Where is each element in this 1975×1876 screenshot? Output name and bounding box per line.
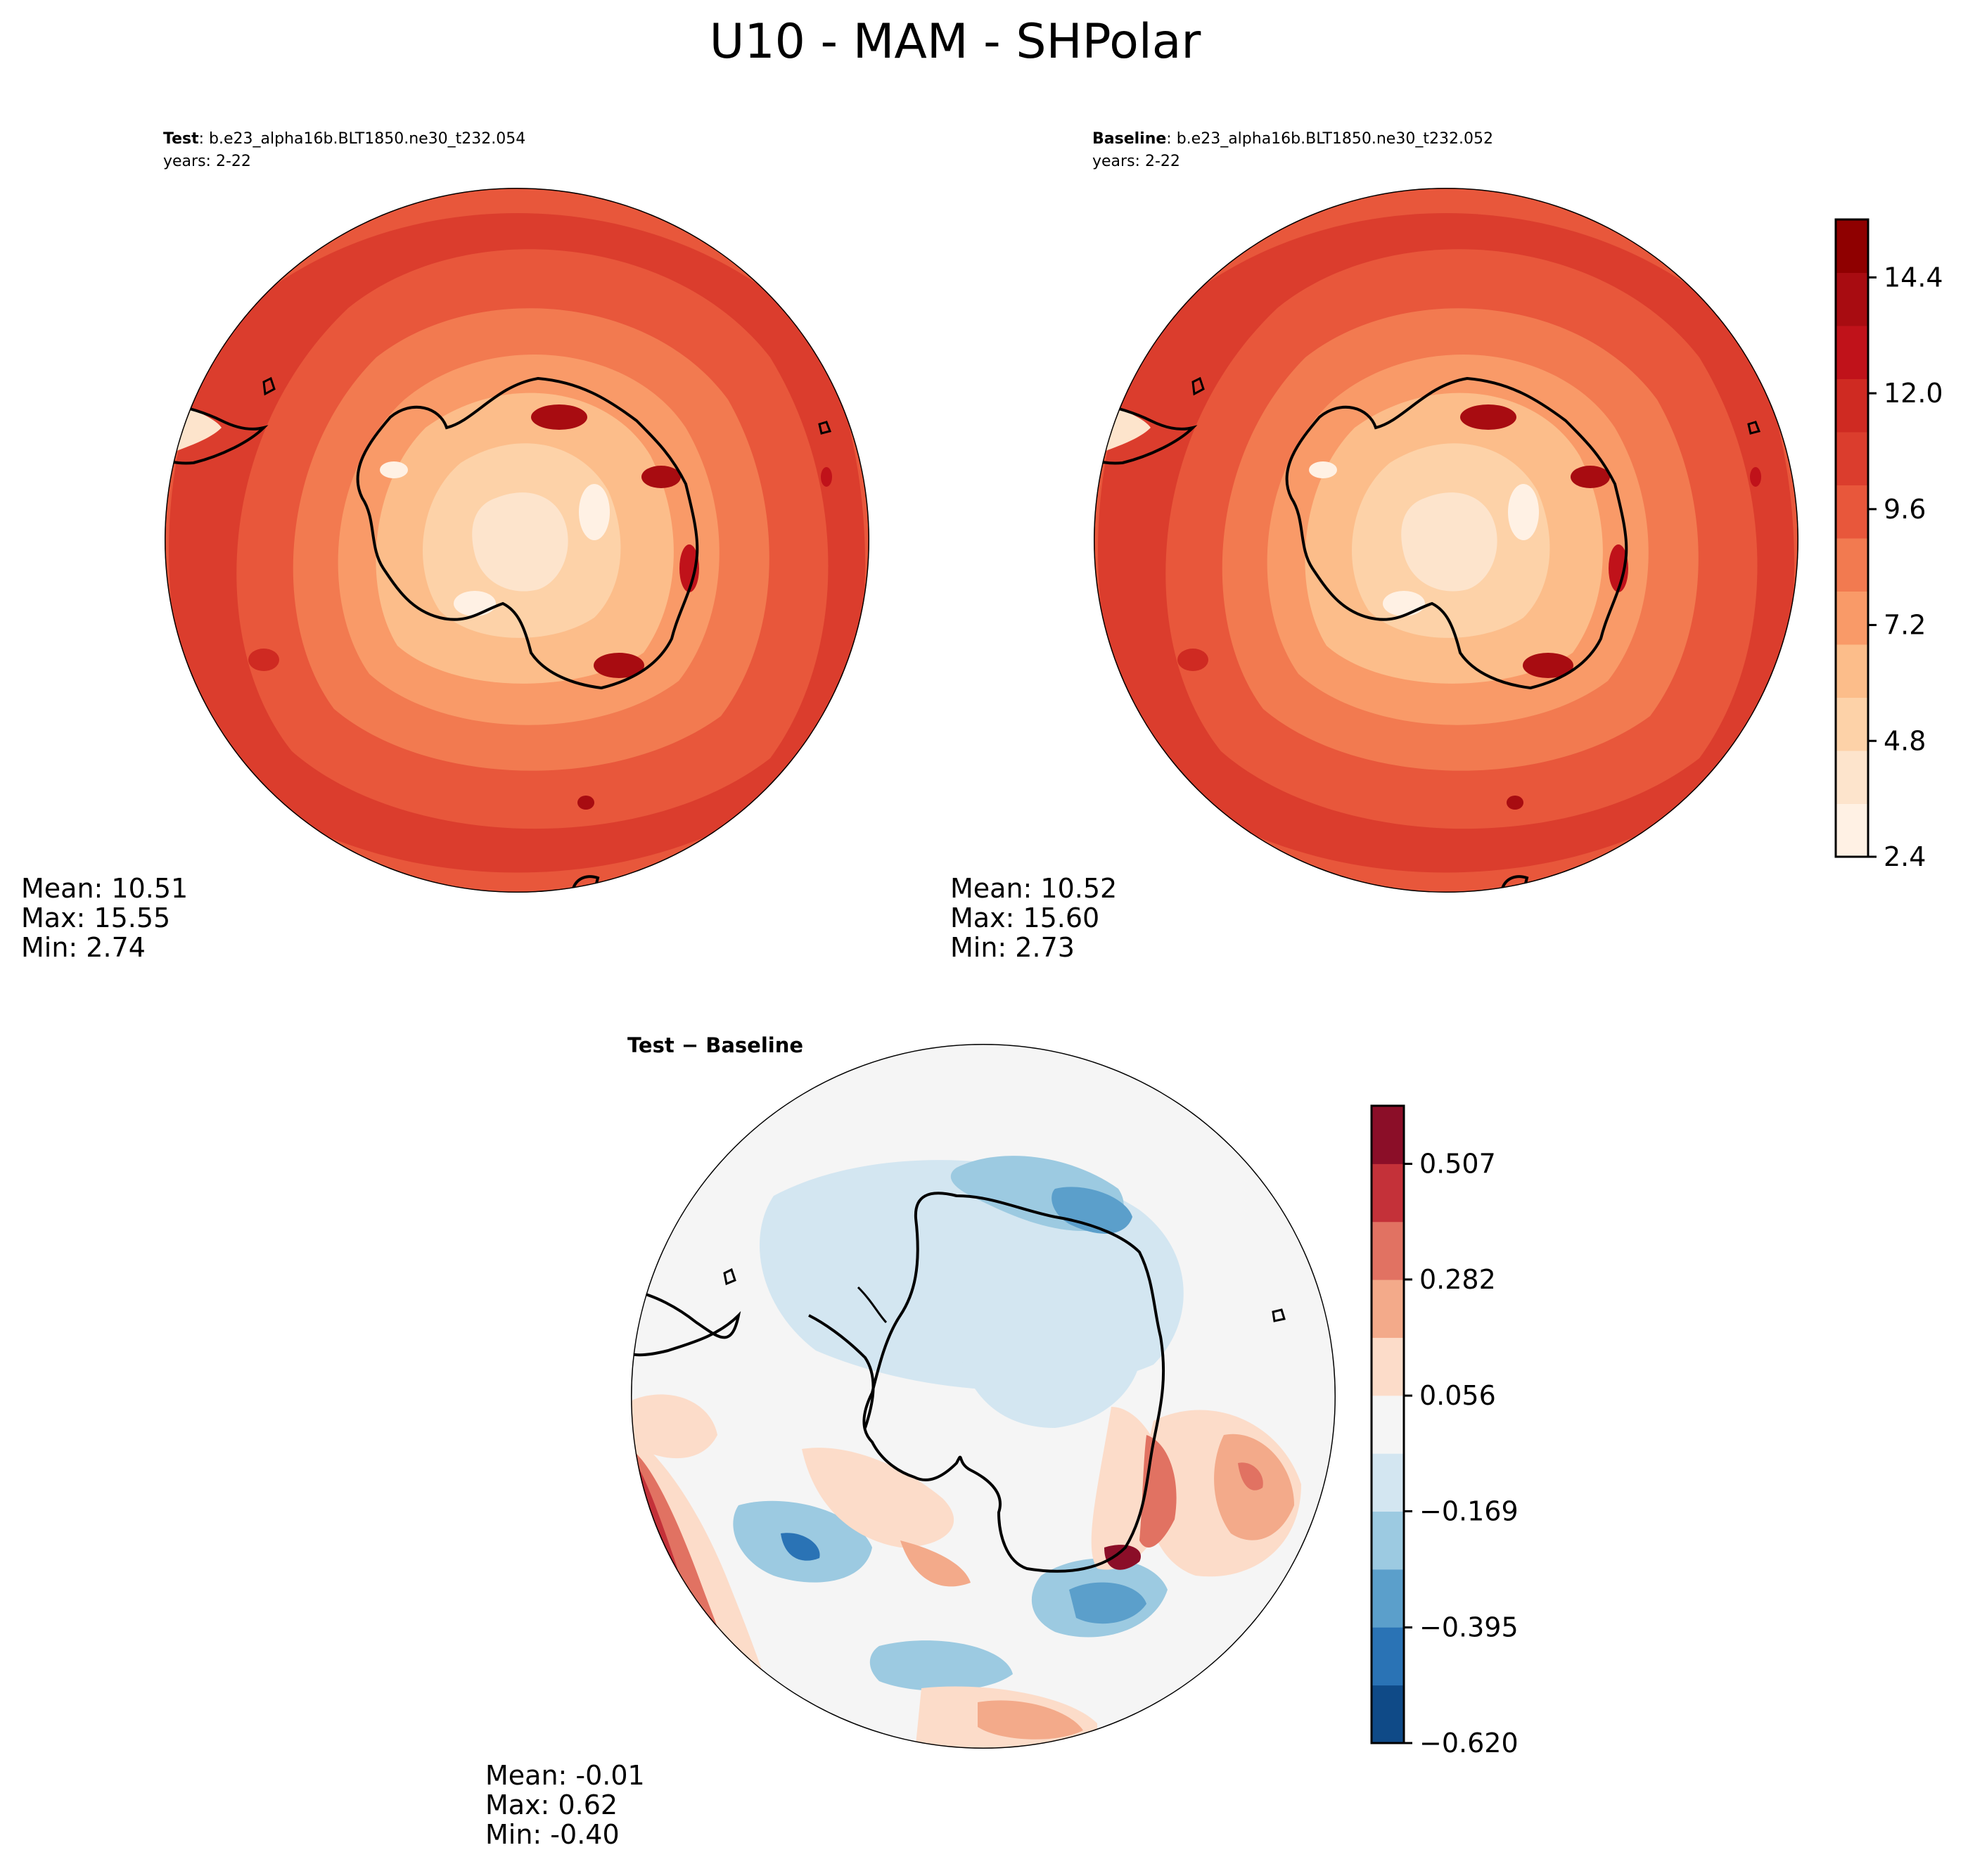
baseline-mean: Mean: 10.52 <box>950 873 1117 904</box>
main-colorbar-band <box>1836 697 1868 751</box>
main-colorbar-band <box>1836 644 1868 698</box>
baseline-label-rest: : b.e23_alpha16b.BLT1850.ne30_t232.052 <box>1166 130 1493 148</box>
main-colorbar-tick-label: 9.6 <box>1884 494 1926 525</box>
baseline-min: Min: 2.73 <box>950 932 1075 963</box>
baseline-map <box>1094 188 1798 893</box>
main-colorbar-band <box>1836 219 1868 273</box>
diff-colorbar-frame <box>1370 1104 1405 1744</box>
diff-colorbar-tick-label: 0.507 <box>1419 1149 1496 1180</box>
test-label-bold: Test <box>163 130 199 148</box>
main-colorbar-band <box>1836 485 1868 539</box>
diff-colorbar-tick-label: 0.056 <box>1419 1380 1496 1411</box>
diff-panel: Test − Baseline <box>485 1033 1336 1850</box>
diff-colorbar-band <box>1372 1337 1404 1396</box>
test-panel: Test: b.e23_alpha16b.BLT1850.ne30_t232.0… <box>21 130 869 963</box>
main-colorbar-frame <box>1834 218 1869 858</box>
diff-colorbar: −0.620 −0.395 −0.169 0.056 0.282 0.507 <box>1370 1104 1519 1759</box>
figure-title: U10 - MAM - SHPolar <box>710 14 1201 70</box>
main-colorbar-tick-label: 12.0 <box>1884 378 1943 409</box>
main-colorbar-tick-label: 7.2 <box>1884 610 1926 641</box>
main-colorbar-tick-label: 2.4 <box>1884 841 1926 872</box>
main-colorbar-band <box>1836 591 1868 645</box>
main-colorbar-band <box>1836 326 1868 379</box>
test-header: Test: b.e23_alpha16b.BLT1850.ne30_t232.0… <box>163 130 525 148</box>
diff-map <box>631 1044 1336 1749</box>
baseline-panel: Baseline: b.e23_alpha16b.BLT1850.ne30_t2… <box>950 130 1798 963</box>
main-colorbar-tick-label: 14.4 <box>1884 262 1943 293</box>
diff-colorbar-band <box>1372 1627 1404 1686</box>
baseline-years: years: 2-22 <box>1092 153 1180 170</box>
diff-colorbar-band <box>1372 1569 1404 1628</box>
test-map <box>165 188 869 893</box>
diff-title: Test − Baseline <box>627 1033 803 1057</box>
diff-colorbar-band <box>1372 1163 1404 1223</box>
test-years: years: 2-22 <box>163 153 251 170</box>
diff-colorbar-band <box>1372 1453 1404 1512</box>
main-colorbar-tick-label: 4.8 <box>1884 725 1926 756</box>
diff-colorbar-tick-label: 0.282 <box>1419 1264 1496 1295</box>
main-colorbar-band <box>1836 803 1868 857</box>
diff-min: Min: -0.40 <box>485 1819 620 1850</box>
test-max: Max: 15.55 <box>21 902 170 933</box>
baseline-header: Baseline: b.e23_alpha16b.BLT1850.ne30_t2… <box>1092 130 1493 148</box>
baseline-max: Max: 15.60 <box>950 902 1099 933</box>
diff-colorbar-band <box>1372 1221 1404 1280</box>
diff-colorbar-band <box>1372 1395 1404 1454</box>
main-colorbar-band <box>1836 432 1868 485</box>
diff-max: Max: 0.62 <box>485 1789 618 1820</box>
main-colorbar-band <box>1836 751 1868 804</box>
main-colorbar: 2.4 4.8 7.2 9.6 12.0 14.4 <box>1834 218 1943 872</box>
test-label-rest: : b.e23_alpha16b.BLT1850.ne30_t232.054 <box>199 130 526 148</box>
main-colorbar-band <box>1836 538 1868 592</box>
test-min: Min: 2.74 <box>21 932 146 963</box>
diff-colorbar-tick-label: −0.395 <box>1419 1612 1519 1643</box>
baseline-label-bold: Baseline <box>1092 130 1166 148</box>
diff-colorbar-band <box>1372 1280 1404 1338</box>
diff-colorbar-band <box>1372 1106 1404 1164</box>
main-colorbar-band <box>1836 272 1868 326</box>
diff-colorbar-band <box>1372 1685 1404 1744</box>
diff-colorbar-tick-label: −0.620 <box>1419 1728 1519 1759</box>
main-colorbar-band <box>1836 378 1868 433</box>
diff-mean: Mean: -0.01 <box>485 1760 645 1791</box>
test-mean: Mean: 10.51 <box>21 873 188 904</box>
diff-colorbar-band <box>1372 1511 1404 1570</box>
diff-colorbar-tick-label: −0.169 <box>1419 1495 1519 1526</box>
